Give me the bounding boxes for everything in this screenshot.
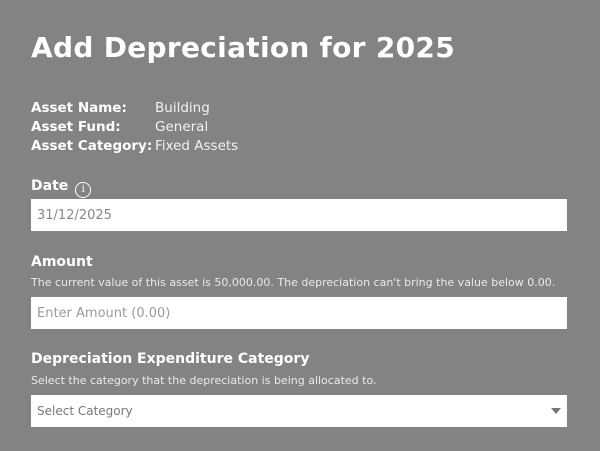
category-help: Select the category that the depreciatio… xyxy=(31,374,377,387)
asset-fund-label: Asset Fund: xyxy=(31,119,121,135)
category-select[interactable]: Select Category xyxy=(31,395,567,427)
category-selected: Select Category xyxy=(37,404,133,418)
page-title: Add Depreciation for 2025 xyxy=(31,31,455,64)
chevron-down-icon xyxy=(551,408,561,414)
asset-fund-value: General xyxy=(155,119,209,135)
date-label-row: Date i xyxy=(31,177,92,198)
asset-fund-row: Asset Fund: General xyxy=(31,118,208,137)
info-icon[interactable]: i xyxy=(75,182,92,198)
date-label: Date xyxy=(31,178,69,194)
asset-category-row: Asset Category: Fixed Assets xyxy=(31,137,238,156)
category-label: Depreciation Expenditure Category xyxy=(31,351,310,367)
asset-name-label: Asset Name: xyxy=(31,100,127,116)
asset-category-value: Fixed Assets xyxy=(155,138,239,154)
amount-input[interactable] xyxy=(31,297,567,329)
date-input[interactable] xyxy=(31,199,567,231)
asset-name-value: Building xyxy=(155,100,210,116)
amount-help: The current value of this asset is 50,00… xyxy=(31,276,556,289)
asset-category-label: Asset Category: xyxy=(31,138,153,154)
asset-name-row: Asset Name: Building xyxy=(31,99,210,118)
amount-label: Amount xyxy=(31,254,93,270)
